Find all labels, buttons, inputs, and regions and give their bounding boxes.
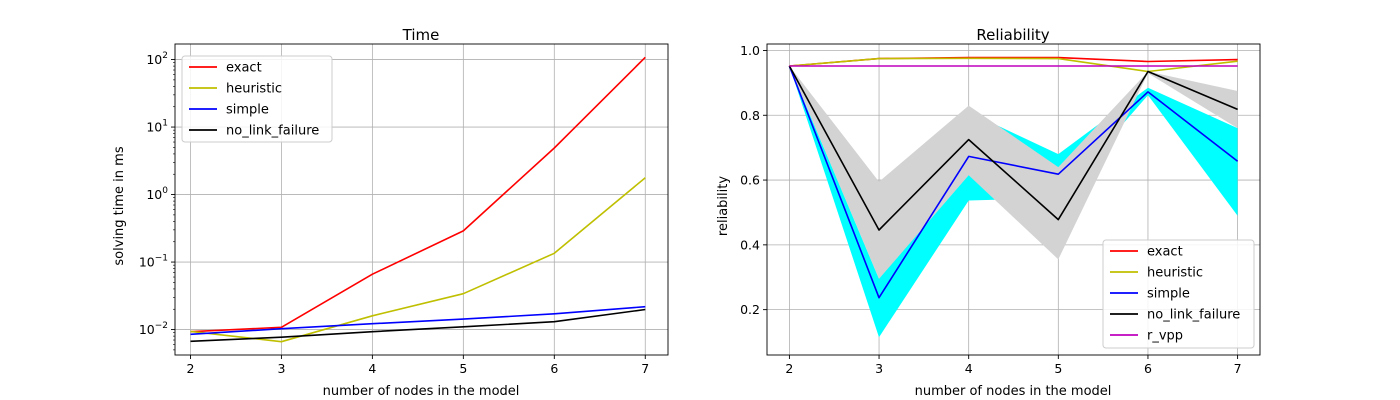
time-chart-legend-label-exact: exact	[226, 61, 262, 76]
time-chart-title: Time	[402, 26, 440, 44]
reliability-chart-y-tick-label: 1.0	[740, 43, 760, 58]
reliability-chart-series-heuristic	[789, 57, 1238, 73]
time-chart-y-tick-label: 102	[146, 51, 168, 67]
time-chart-plot-frame	[174, 43, 669, 356]
time-chart-legend-label-heuristic: heuristic	[226, 82, 282, 97]
reliability-chart-legend-label-r-vpp: r_vpp	[1147, 329, 1183, 344]
reliability-chart: Reliability number of nodes in the model…	[716, 26, 1261, 399]
time-chart-legend: exact heuristic simple no_link_failure	[181, 55, 333, 143]
time-chart-y-tick-label: 100	[146, 186, 168, 202]
reliability-chart-band-1	[789, 66, 1238, 279]
time-chart-x-tick-label: 7	[641, 361, 649, 376]
reliability-chart-legend-label-heuristic: heuristic	[1147, 266, 1203, 281]
reliability-chart-y-tick-label: 0.8	[740, 108, 760, 123]
reliability-chart-y-tick-label: 0.4	[740, 237, 760, 252]
reliability-chart-y-tick-label: 0.2	[740, 302, 760, 317]
reliability-chart-legend: exact heuristic simple no_link_failure r_vpp	[1102, 239, 1255, 349]
reliability-chart-band-0	[789, 66, 1238, 338]
reliability-chart-x-tick-label: 6	[1144, 361, 1152, 376]
reliability-chart-x-tick-label: 4	[965, 361, 973, 376]
time-chart-x-axis-label: number of nodes in the model	[323, 384, 520, 399]
time-chart-x-tick-label: 4	[368, 361, 376, 376]
time-chart-series-exact	[190, 56, 646, 333]
reliability-chart-x-tick-label: 7	[1234, 361, 1242, 376]
time-chart-x-tick-label: 5	[459, 361, 467, 376]
reliability-chart-plot-frame	[766, 43, 1261, 356]
reliability-chart-y-tick-label: 0.6	[740, 173, 760, 188]
time-chart-x-tick-label: 2	[186, 361, 194, 376]
time-chart-legend-box	[181, 55, 333, 143]
time-chart-series-simple	[190, 305, 646, 336]
reliability-chart-y-axis-label: reliability	[716, 176, 731, 236]
reliability-chart-x-axis-label: number of nodes in the model	[915, 384, 1112, 399]
time-chart-series-heuristic	[190, 177, 646, 343]
reliability-chart-x-tick-label: 2	[785, 361, 793, 376]
time-chart: Time number of nodes in the model solvin…	[112, 26, 669, 399]
time-chart-y-axis-label: solving time in ms	[112, 146, 127, 265]
reliability-chart-legend-box	[1102, 239, 1255, 349]
time-chart-y-tick-label: 10−1	[139, 254, 168, 270]
time-chart-y-tick-label: 101	[146, 119, 168, 135]
time-chart-y-tick-label: 10−2	[139, 321, 168, 337]
reliability-chart-x-tick-label: 5	[1054, 361, 1062, 376]
reliability-chart-legend-label-simple: simple	[1147, 287, 1190, 302]
reliability-chart-series-simple	[788, 65, 1239, 299]
reliability-chart-series-no-link-failure	[788, 65, 1238, 231]
reliability-chart-title: Reliability	[976, 26, 1049, 44]
time-chart-legend-label-no-link-failure: no_link_failure	[226, 124, 319, 139]
time-chart-legend-label-simple: simple	[226, 103, 269, 118]
time-chart-x-tick-label: 3	[277, 361, 285, 376]
reliability-chart-x-tick-label: 3	[875, 361, 883, 376]
time-chart-series-no-link-failure	[190, 308, 646, 343]
time-chart-x-tick-label: 6	[550, 361, 558, 376]
reliability-chart-legend-label-no-link-failure: no_link_failure	[1147, 308, 1240, 323]
reliability-chart-legend-label-exact: exact	[1147, 245, 1183, 260]
